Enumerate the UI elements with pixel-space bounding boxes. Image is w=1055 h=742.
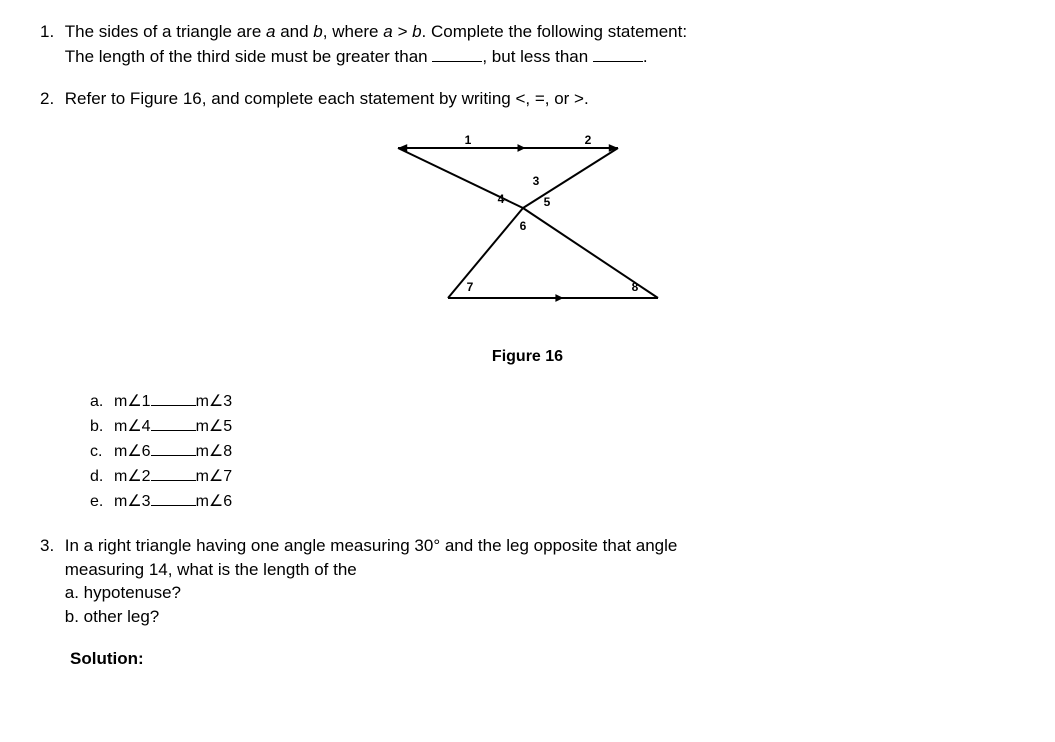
svg-text:7: 7 <box>466 280 473 294</box>
q2-item-right: m∠8 <box>196 440 233 464</box>
q1-line2a: The length of the third side must be gre… <box>65 47 433 66</box>
q2-item-row: e.m∠3 m∠6 <box>90 489 1015 514</box>
figure-16-wrap: 1 2 3 4 5 6 7 8 Figure 16 <box>40 128 1015 368</box>
q1-cond: a > b <box>383 22 421 41</box>
q2-item-row: b.m∠4 m∠5 <box>90 414 1015 439</box>
question-2: 2. Refer to Figure 16, and complete each… <box>40 87 1015 111</box>
q2-item-left: m∠2 <box>114 465 151 489</box>
q2-item-label: d. <box>90 465 114 489</box>
q2-item-blank[interactable] <box>151 389 196 406</box>
q3-text-b: measuring 14, what is the length of the <box>65 560 357 579</box>
q2-item-row: d.m∠2 m∠7 <box>90 464 1015 489</box>
solution-label: Solution: <box>70 647 1015 671</box>
q2-item-right: m∠3 <box>196 390 233 414</box>
q2-item-right: m∠7 <box>196 465 233 489</box>
svg-text:3: 3 <box>532 174 539 188</box>
q2-item-label: c. <box>90 440 114 464</box>
q2-item-blank[interactable] <box>151 464 196 481</box>
q3-sub-a: a. hypotenuse? <box>65 583 181 602</box>
q2-item-label: e. <box>90 490 114 514</box>
svg-text:8: 8 <box>631 280 638 294</box>
q2-item-blank[interactable] <box>151 414 196 431</box>
q3-sub-b: b. other leg? <box>65 607 160 626</box>
q2-item-left: m∠6 <box>114 440 151 464</box>
question-1: 1. The sides of a triangle are a and b, … <box>40 20 1015 69</box>
figure-caption: Figure 16 <box>40 346 1015 368</box>
q2-text: Refer to Figure 16, and complete each st… <box>65 89 589 108</box>
svg-text:2: 2 <box>584 133 591 147</box>
q2-item-row: a.m∠1 m∠3 <box>90 389 1015 414</box>
svg-text:5: 5 <box>543 195 550 209</box>
q2-subitems: a.m∠1m∠3b.m∠4m∠5c.m∠6m∠8d.m∠2m∠7e.m∠3m∠6 <box>90 389 1015 514</box>
q2-item-left: m∠1 <box>114 390 151 414</box>
q1-number: 1. <box>40 20 60 44</box>
q2-item-row: c.m∠6 m∠8 <box>90 439 1015 464</box>
q3-body: In a right triangle having one angle mea… <box>65 534 1010 629</box>
q2-item-right: m∠6 <box>196 490 233 514</box>
q1-body: The sides of a triangle are a and b, whe… <box>65 20 1010 69</box>
q2-body: Refer to Figure 16, and complete each st… <box>65 87 1010 111</box>
q2-item-blank[interactable] <box>151 439 196 456</box>
q2-item-right: m∠5 <box>196 415 233 439</box>
q2-item-label: b. <box>90 415 114 439</box>
q1-t2: and <box>275 22 313 41</box>
question-3: 3. In a right triangle having one angle … <box>40 534 1015 629</box>
q1-t3: , where <box>323 22 383 41</box>
svg-text:4: 4 <box>497 192 504 206</box>
q2-item-label: a. <box>90 390 114 414</box>
q2-item-left: m∠4 <box>114 415 151 439</box>
q1-blank-1[interactable] <box>432 44 482 62</box>
q1-blank-2[interactable] <box>593 44 643 62</box>
q3-text-a: In a right triangle having one angle mea… <box>65 536 678 555</box>
q1-t1: The sides of a triangle are <box>65 22 266 41</box>
q3-number: 3. <box>40 534 60 558</box>
q2-item-blank[interactable] <box>151 489 196 506</box>
svg-text:6: 6 <box>519 219 526 233</box>
figure-16: 1 2 3 4 5 6 7 8 <box>378 128 678 338</box>
q1-t4: . Complete the following statement: <box>422 22 688 41</box>
q1-var-b: b <box>313 22 322 41</box>
q2-number: 2. <box>40 87 60 111</box>
q1-line2b: , but less than <box>482 47 593 66</box>
q1-line2c: . <box>643 47 648 66</box>
q2-item-left: m∠3 <box>114 490 151 514</box>
svg-text:1: 1 <box>464 133 471 147</box>
